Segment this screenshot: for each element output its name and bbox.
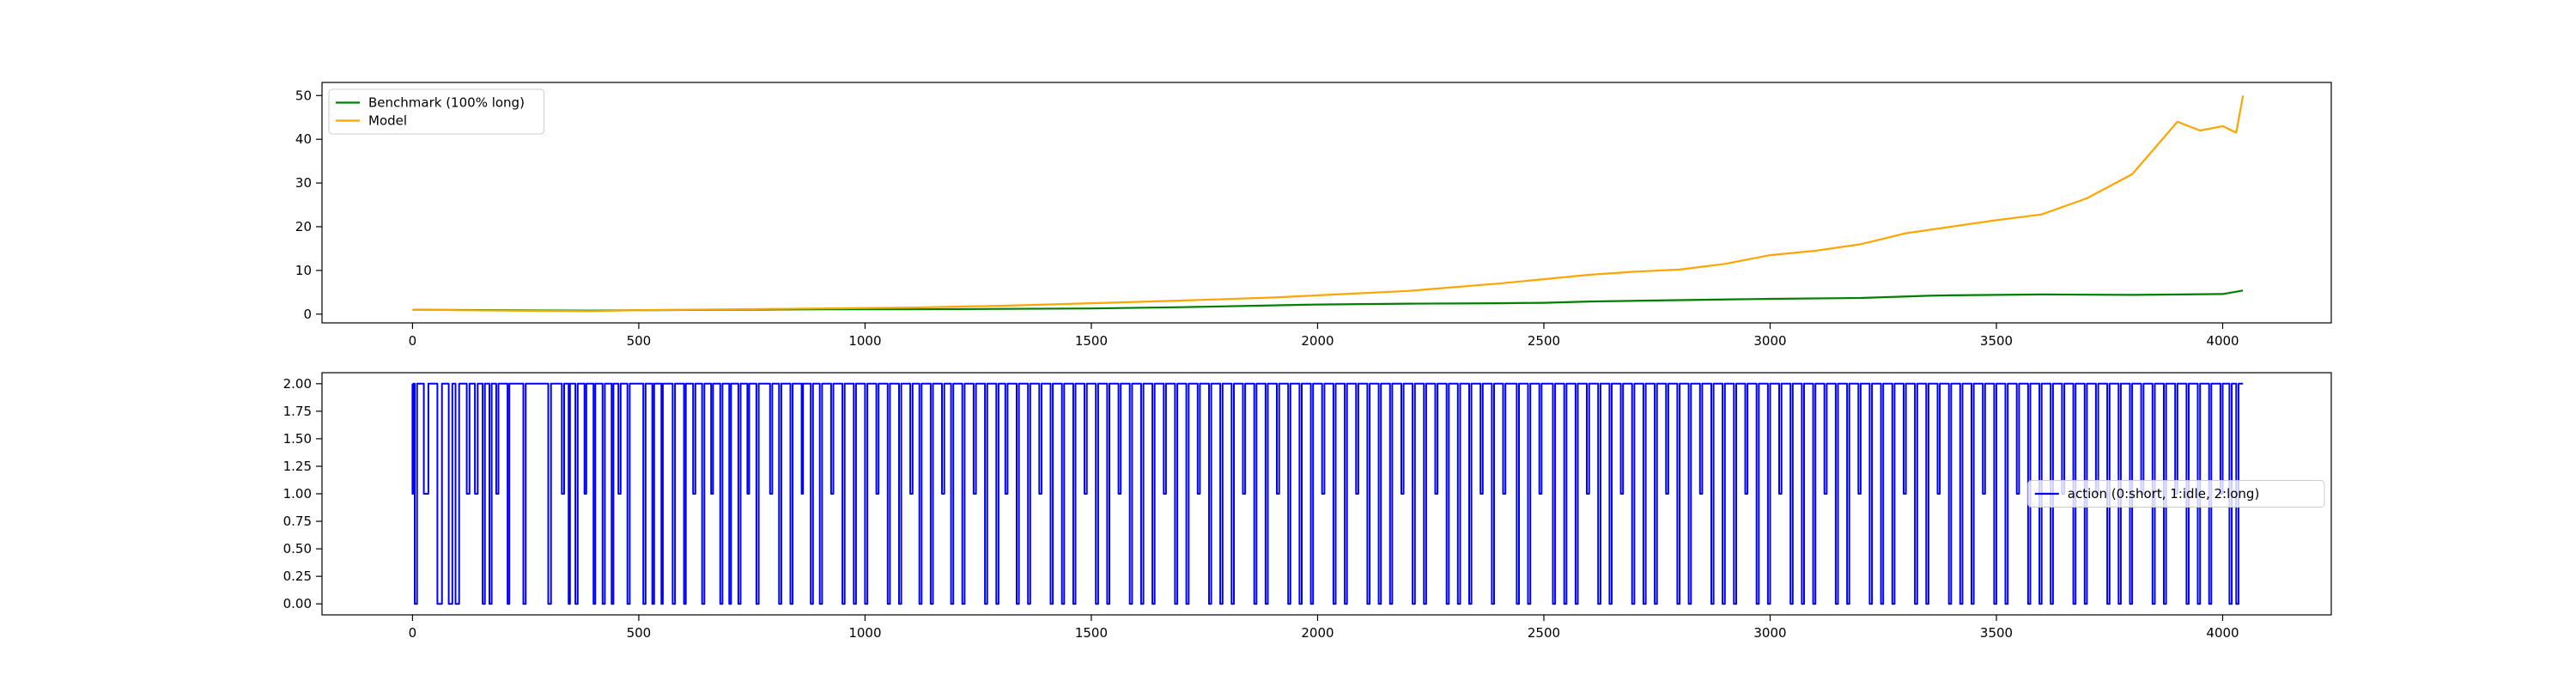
series-line-1	[412, 95, 2245, 313]
x-tick-label: 1500	[1075, 625, 1108, 641]
y-tick-label: 40	[295, 131, 312, 147]
legend-label: Model	[368, 113, 407, 129]
x-tick-label: 3000	[1753, 625, 1786, 641]
x-tick-label: 2500	[1528, 333, 1560, 349]
legend: Benchmark (100% long) Model	[328, 88, 545, 135]
x-tick-label: 2000	[1301, 333, 1334, 349]
y-tick-label: 1.25	[283, 459, 312, 474]
legend-box	[328, 88, 545, 135]
x-tick-label: 4000	[2206, 625, 2239, 641]
axes-frame	[321, 82, 2332, 324]
plot-area	[411, 382, 2244, 605]
y-tick-label: 1.00	[283, 486, 312, 502]
x-tick-label: 3500	[1980, 625, 2013, 641]
y-tick-label: 1.75	[283, 404, 312, 419]
x-tick-label: 4000	[2206, 333, 2239, 349]
x-tick-label: 0	[409, 333, 417, 349]
legend-label: action (0:short, 1:idle, 2:long)	[2068, 486, 2260, 502]
bottom-panel-action-chart: 0 500 1000 1500 2000 2500 3000 3500 4000 0.00 0.25…	[283, 372, 2332, 641]
y-tick-label: 0	[303, 307, 312, 322]
y-tick-label: 0.25	[283, 568, 312, 584]
x-tick-label: 2500	[1528, 625, 1560, 641]
y-tick-label: 1.50	[283, 431, 312, 447]
x-tick-label: 1000	[848, 333, 881, 349]
legend-box	[2027, 480, 2325, 508]
plot-area	[412, 95, 2245, 313]
x-tick-label: 1000	[848, 625, 881, 641]
y-tick-label: 0.00	[283, 596, 312, 611]
y-tick-label: 50	[295, 88, 312, 103]
y-tick-label: 0.75	[283, 514, 312, 529]
top-panel-price-chart: 0 500 1000 1500 2000 2500 3000 3500 4000 0 10 20 30 4…	[295, 82, 2332, 349]
y-tick-label: 10	[295, 263, 312, 278]
x-tick-label: 500	[627, 333, 652, 349]
y-tick-label: 30	[295, 175, 312, 191]
series-line-0	[412, 289, 2244, 312]
y-tick-label: 0.50	[283, 541, 312, 556]
x-tick-label: 3000	[1753, 333, 1786, 349]
legend-label: Benchmark (100% long)	[368, 95, 525, 111]
y-tick-label: 20	[295, 219, 312, 234]
x-tick-label: 0	[409, 625, 417, 641]
legend: action (0:short, 1:idle, 2:long)	[2027, 480, 2325, 508]
y-tick-label: 2.00	[283, 376, 312, 392]
x-tick-label: 3500	[1980, 333, 2013, 349]
x-tick-label: 1500	[1075, 333, 1108, 349]
series-line-0	[411, 382, 2244, 605]
x-tick-label: 500	[627, 625, 652, 641]
x-tick-label: 2000	[1301, 625, 1334, 641]
